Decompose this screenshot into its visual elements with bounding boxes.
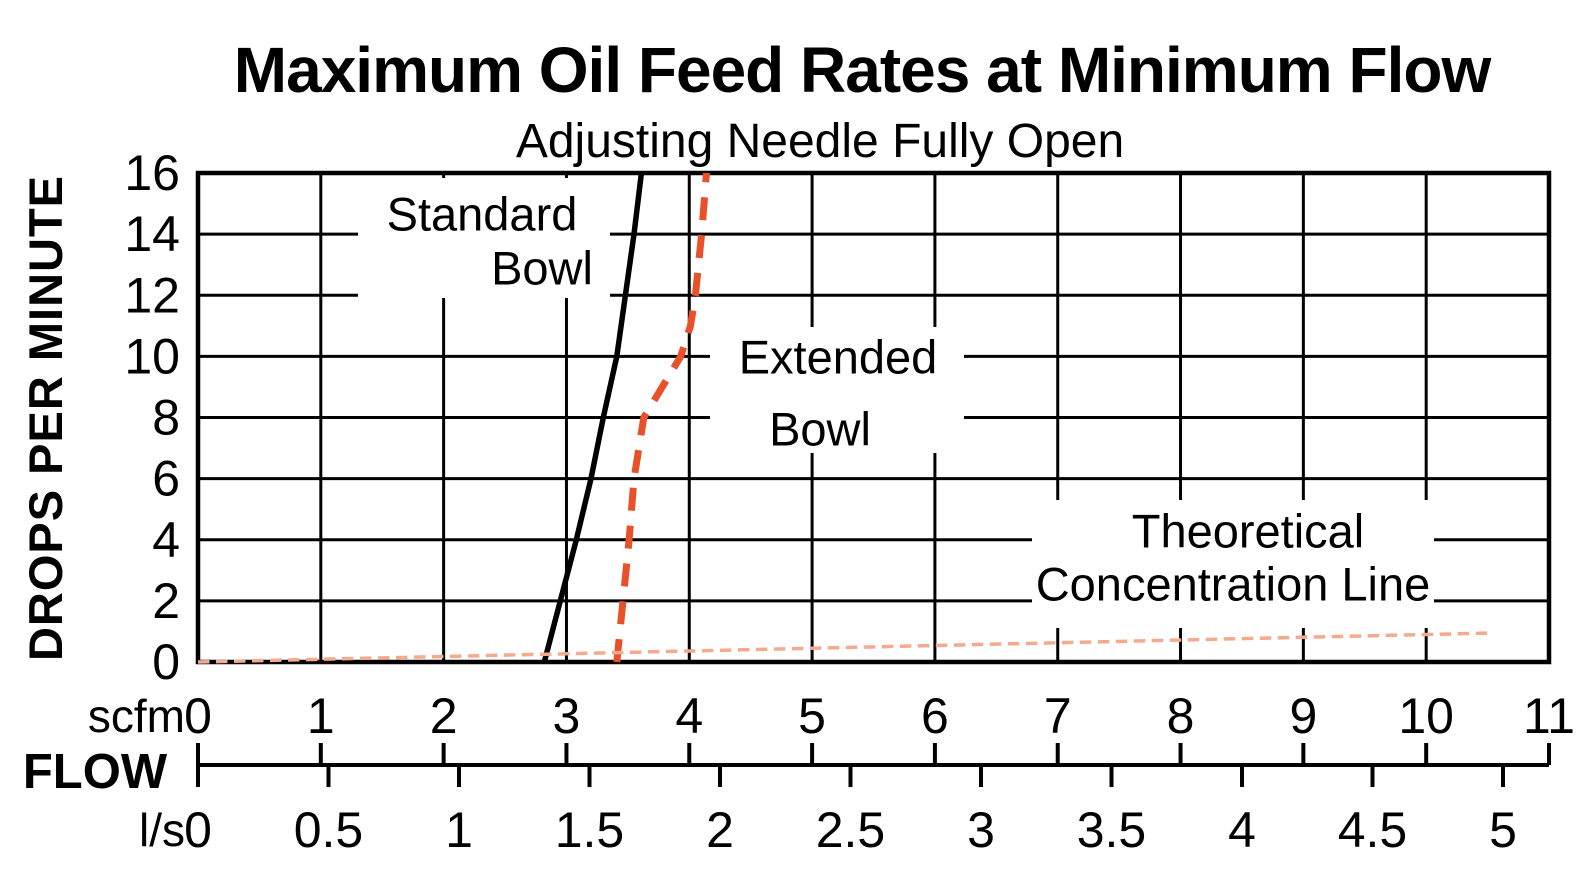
extended-bowl-label-line1: Extended — [739, 331, 938, 384]
data-curves — [197, 172, 1494, 664]
plot-border — [195, 170, 1552, 665]
ls-tick-label: 1.5 — [555, 802, 625, 858]
ls-tick-label: 3.5 — [1077, 802, 1147, 858]
scfm-tick-label: 1 — [307, 688, 335, 744]
y-tick-label: 12 — [124, 267, 180, 323]
scfm-tick-label: 6 — [921, 688, 949, 744]
y-tick-label: 0 — [152, 634, 180, 690]
scfm-tick-label: 7 — [1044, 688, 1072, 744]
scfm-unit-label: scfm — [88, 690, 185, 742]
standard-bowl-label-line1: Standard — [387, 188, 578, 241]
ls-tick-label: 4 — [1228, 802, 1256, 858]
extended-bowl-label-bg — [710, 327, 964, 453]
chart-subtitle: Adjusting Needle Fully Open — [516, 115, 1124, 168]
scfm-tick-label: 8 — [1167, 688, 1195, 744]
annotation-standard-bowl: Standard Bowl — [358, 178, 610, 298]
ls-tick-label: 4.5 — [1338, 802, 1408, 858]
ls-tick-label: 3 — [967, 802, 995, 858]
scfm-tick-label: 5 — [798, 688, 826, 744]
scfm-tick-label: 2 — [430, 688, 458, 744]
ls-tick-label: 5 — [1489, 802, 1517, 858]
scfm-tick-label: 3 — [553, 688, 581, 744]
annotation-extended-bowl: Extended Bowl — [710, 327, 964, 456]
extended-bowl-label-line2: Bowl — [769, 403, 871, 456]
flow-axis-label: FLOW — [23, 745, 168, 799]
theoretical-label-line1: Theoretical — [1132, 505, 1365, 558]
ls-tick-label: 0 — [184, 802, 212, 858]
theoretical-label-line2: Concentration Line — [1036, 558, 1431, 611]
annotation-theoretical: Theoretical Concentration Line — [1032, 500, 1434, 628]
y-tick-label: 14 — [124, 206, 180, 262]
extended-bowl-curve — [613, 172, 710, 663]
scfm-tick-label: 4 — [675, 688, 703, 744]
y-tick-label: 10 — [124, 328, 180, 384]
y-tick-label: 4 — [152, 512, 180, 568]
ls-tick-label: 2 — [706, 802, 734, 858]
scfm-tick-label: 11 — [1523, 688, 1575, 744]
ls-tick-label: 0.5 — [294, 802, 364, 858]
ls-tick-label: 2.5 — [816, 802, 886, 858]
y-axis-label: DROPS PER MINUTE — [19, 175, 72, 661]
scfm-tick-label: 9 — [1289, 688, 1317, 744]
standard-bowl-label-bg — [358, 178, 610, 298]
standard-bowl-label-line2: Bowl — [491, 242, 593, 295]
ls-tick-label: 1 — [445, 802, 473, 858]
theoretical-label-bg — [1032, 500, 1434, 628]
y-tick-label: 6 — [152, 451, 180, 507]
standard-bowl-curve — [541, 172, 645, 663]
ls-unit-label: l/s — [139, 804, 185, 856]
y-tick-label: 8 — [152, 390, 180, 446]
y-tick-label: 16 — [124, 145, 180, 201]
scfm-tick-label: 10 — [1398, 688, 1454, 744]
chart-title: Maximum Oil Feed Rates at Minimum Flow — [234, 34, 1492, 106]
theoretical-concentration-line-curve — [197, 631, 1494, 664]
y-tick-label: 2 — [152, 573, 180, 629]
scfm-tick-label: 0 — [184, 688, 212, 744]
